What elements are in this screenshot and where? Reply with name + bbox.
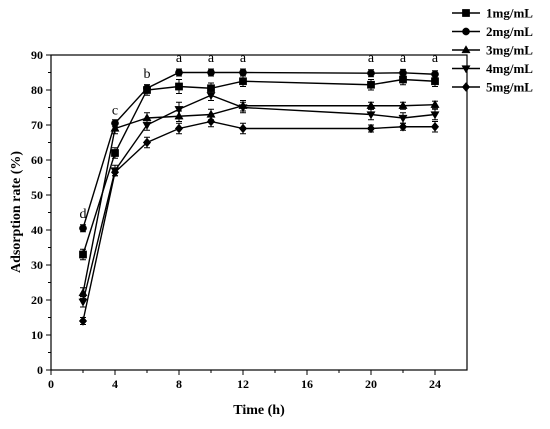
y-tick-label: 20	[31, 293, 43, 307]
annotation-layer: d c b a a a a a a	[80, 51, 439, 222]
marker-triangle-up	[366, 100, 376, 109]
series-2	[79, 68, 439, 233]
marker-square	[175, 82, 183, 91]
marker-square	[239, 77, 247, 86]
x-tick-label: 0	[48, 377, 54, 391]
marker-circle	[175, 68, 183, 77]
series-line	[82, 120, 435, 322]
y-axis-title: Adsorption rate (%)	[9, 151, 24, 273]
marker-circle	[399, 69, 407, 77]
series-line	[82, 71, 436, 229]
significance-label: a	[368, 51, 375, 66]
marker-square	[399, 75, 407, 84]
marker-diamond	[398, 121, 408, 132]
significance-label: a	[208, 51, 215, 66]
significance-label: a	[400, 51, 407, 66]
x-tick-label: 16	[301, 377, 313, 391]
marker-circle	[207, 68, 215, 77]
x-tick-label: 20	[365, 377, 377, 391]
y-tick-label: 10	[31, 328, 43, 342]
legend-item: 4mg/mL	[452, 61, 533, 76]
marker-triangle-down	[206, 92, 216, 101]
marker-diamond	[206, 116, 216, 127]
marker-diamond	[366, 123, 376, 134]
y-tick-label: 90	[31, 48, 43, 62]
series-1	[79, 73, 439, 261]
axes: 0 4 8 12 16 20 24 0 10 20 30 40 50 60 70 80 90	[31, 48, 468, 391]
x-tick-label: 8	[176, 377, 182, 391]
y-tick-label: 0	[37, 363, 43, 377]
marker-circle	[143, 84, 151, 93]
marker-diamond	[110, 167, 120, 178]
series-3	[78, 99, 440, 299]
legend: 1mg/mL 2mg/mL 3mg/mL 4mg/mL 5mg/mL	[452, 6, 533, 95]
marker-triangle-down	[142, 121, 152, 130]
legend-label: 5mg/mL	[486, 80, 533, 95]
marker-triangle-up	[430, 99, 440, 108]
legend-label: 2mg/mL	[486, 24, 533, 39]
y-tick-label: 80	[31, 83, 43, 97]
x-tick-label: 24	[429, 377, 441, 391]
marker-triangle-down	[461, 65, 471, 74]
marker-square	[462, 9, 470, 17]
y-tick-label: 70	[31, 118, 43, 132]
marker-diamond	[142, 137, 152, 148]
marker-diamond	[430, 121, 440, 132]
marker-triangle-down	[78, 298, 88, 307]
y-tick-label: 60	[31, 153, 43, 167]
marker-diamond	[174, 123, 184, 134]
legend-label: 3mg/mL	[486, 43, 533, 58]
marker-circle	[367, 69, 375, 78]
significance-label: c	[112, 104, 118, 119]
significance-label: a	[240, 51, 247, 66]
marker-diamond	[78, 316, 88, 326]
legend-item: 5mg/mL	[452, 80, 533, 95]
series-line	[82, 94, 436, 302]
marker-triangle-up	[398, 100, 408, 109]
x-tick-label: 4	[112, 377, 118, 391]
marker-triangle-up	[461, 45, 471, 54]
marker-square	[79, 250, 87, 259]
marker-diamond	[461, 82, 471, 92]
legend-label: 1mg/mL	[486, 6, 533, 21]
series-layer	[78, 68, 440, 326]
marker-triangle-down	[174, 106, 184, 115]
legend-item: 3mg/mL	[452, 43, 533, 58]
marker-square	[367, 80, 375, 89]
significance-label: a	[432, 51, 439, 66]
marker-triangle-down	[366, 111, 376, 120]
marker-square	[431, 77, 439, 86]
x-axis-title: Time (h)	[233, 403, 285, 418]
significance-label: a	[176, 51, 183, 66]
marker-triangle-up	[110, 123, 120, 132]
marker-diamond	[238, 123, 248, 134]
marker-circle	[431, 70, 439, 79]
x-tick-label: 12	[237, 377, 249, 391]
series-line	[82, 104, 436, 294]
series-5	[78, 115, 440, 326]
y-tick-label: 50	[31, 188, 43, 202]
marker-circle	[462, 27, 470, 36]
marker-circle	[239, 68, 247, 77]
marker-circle	[79, 224, 87, 233]
legend-item: 1mg/mL	[452, 6, 533, 21]
significance-label: b	[144, 67, 151, 82]
marker-triangle-down	[238, 104, 248, 113]
y-tick-label: 30	[31, 258, 43, 272]
marker-triangle-down	[430, 111, 440, 120]
legend-label: 4mg/mL	[486, 61, 533, 76]
significance-label: d	[80, 207, 87, 222]
legend-item: 2mg/mL	[452, 24, 533, 39]
marker-square	[111, 149, 119, 157]
marker-triangle-down	[398, 114, 408, 123]
y-tick-label: 40	[31, 223, 43, 237]
